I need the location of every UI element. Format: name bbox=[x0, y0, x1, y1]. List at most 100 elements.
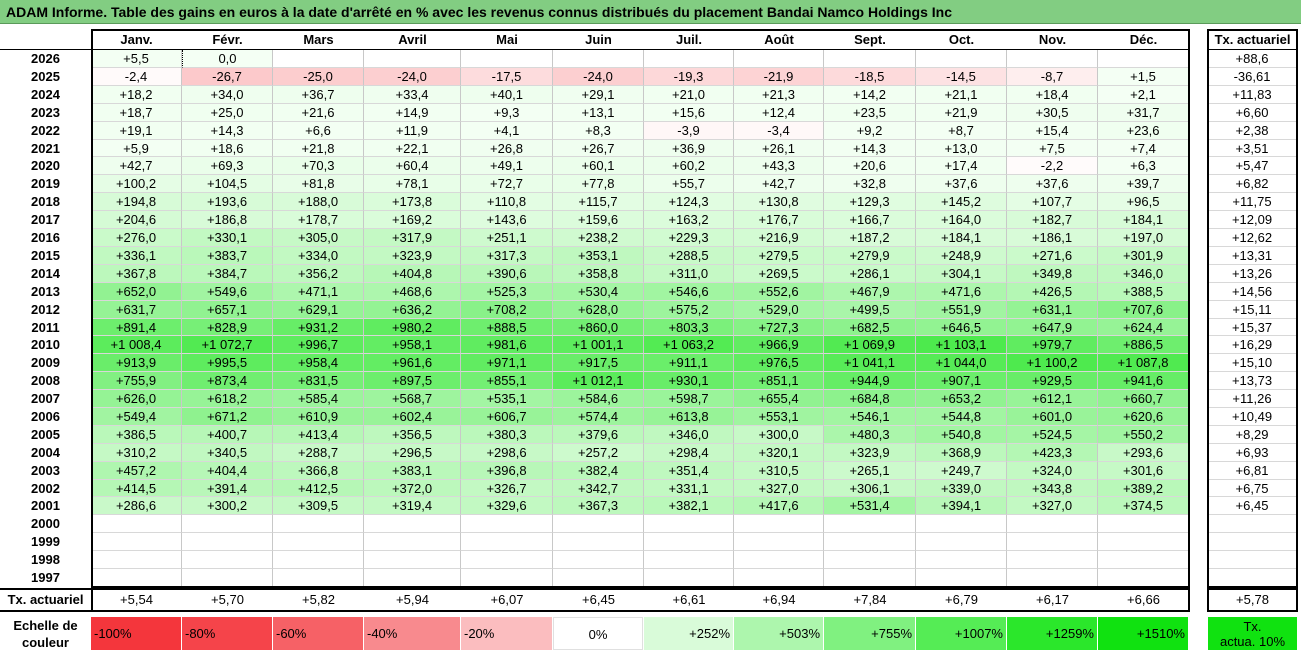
table-cell: +907,1 bbox=[916, 372, 1007, 390]
table-cell: +356,5 bbox=[364, 426, 461, 444]
table-cell bbox=[182, 533, 273, 551]
table-cell: +301,9 bbox=[1098, 247, 1189, 265]
table-cell: -24,0 bbox=[364, 68, 461, 86]
table-cell: +21,3 bbox=[734, 86, 824, 104]
table-cell: +36,9 bbox=[644, 140, 734, 157]
table-cell: +980,2 bbox=[364, 319, 461, 336]
legend-swatch: +503% bbox=[734, 617, 823, 650]
table-cell: +358,8 bbox=[553, 265, 644, 283]
table-cell: +349,8 bbox=[1007, 265, 1098, 283]
table-cell: +342,7 bbox=[553, 480, 644, 497]
table-cell: +384,7 bbox=[182, 265, 273, 283]
rate-cell: +15,37 bbox=[1208, 319, 1297, 336]
table-cell bbox=[364, 515, 461, 533]
table-cell: +296,5 bbox=[364, 444, 461, 462]
table-cell: +163,2 bbox=[644, 211, 734, 229]
table-cell: +42,7 bbox=[91, 157, 182, 175]
year-label: 2006 bbox=[31, 409, 60, 424]
table-cell: +265,1 bbox=[824, 462, 916, 480]
table-cell: +187,2 bbox=[824, 229, 916, 247]
table-cell: +620,6 bbox=[1098, 408, 1189, 426]
footer-cell: +5,54 bbox=[120, 592, 153, 607]
year-label: 1998 bbox=[31, 552, 60, 567]
table-cell: +755,9 bbox=[91, 372, 182, 390]
table-cell bbox=[461, 50, 553, 68]
table-cell: +327,0 bbox=[1007, 497, 1098, 515]
table-cell: +13,1 bbox=[553, 104, 644, 122]
table-cell: +414,5 bbox=[91, 480, 182, 497]
table-cell: +979,7 bbox=[1007, 336, 1098, 354]
table-cell bbox=[1007, 551, 1098, 569]
table-cell: +11,9 bbox=[364, 122, 461, 140]
table-cell: +467,9 bbox=[824, 283, 916, 301]
table-cell bbox=[1098, 533, 1189, 551]
rate-cell: +13,31 bbox=[1208, 247, 1297, 265]
legend-swatch: +1510% bbox=[1098, 617, 1188, 650]
footer-cell: +7,84 bbox=[853, 592, 887, 607]
table-cell: +606,7 bbox=[461, 408, 553, 426]
rate-cell: +6,93 bbox=[1208, 444, 1297, 462]
year-label: 2018 bbox=[31, 194, 60, 209]
rate-border bbox=[1296, 29, 1298, 587]
table-cell: +646,5 bbox=[916, 319, 1007, 336]
table-cell: +379,6 bbox=[553, 426, 644, 444]
table-cell: +60,2 bbox=[644, 157, 734, 175]
rate-cell: +13,73 bbox=[1208, 372, 1297, 390]
rate-cell: +6,81 bbox=[1208, 462, 1297, 480]
table-cell: +248,9 bbox=[916, 247, 1007, 265]
table-cell: +340,5 bbox=[182, 444, 273, 462]
table-cell: +298,6 bbox=[461, 444, 553, 462]
legend-swatch: -80% bbox=[182, 617, 272, 650]
table-cell bbox=[1007, 569, 1098, 587]
table-cell: +13,0 bbox=[916, 140, 1007, 157]
table-cell: +173,8 bbox=[364, 193, 461, 211]
table-cell: +1 100,2 bbox=[1007, 354, 1098, 372]
table-cell bbox=[824, 551, 916, 569]
table-cell: +549,4 bbox=[91, 408, 182, 426]
year-label: 2003 bbox=[31, 463, 60, 478]
table-cell: +310,5 bbox=[734, 462, 824, 480]
table-cell: +317,9 bbox=[364, 229, 461, 247]
table-cell bbox=[461, 533, 553, 551]
legend-swatch: -20% bbox=[461, 617, 552, 650]
table-cell: +216,9 bbox=[734, 229, 824, 247]
table-cell: +530,4 bbox=[553, 283, 644, 301]
legend-swatch: -60% bbox=[273, 617, 363, 650]
table-cell: +331,1 bbox=[644, 480, 734, 497]
table-cell: +60,1 bbox=[553, 157, 644, 175]
table-cell: +855,1 bbox=[461, 372, 553, 390]
table-cell: +145,2 bbox=[916, 193, 1007, 211]
table-cell: -18,5 bbox=[824, 68, 916, 86]
table-cell: +317,3 bbox=[461, 247, 553, 265]
legend-swatch: +1259% bbox=[1007, 617, 1097, 650]
rate-cell: +5,47 bbox=[1208, 157, 1297, 175]
month-header: Nov. bbox=[1038, 32, 1067, 47]
table-cell: +26,1 bbox=[734, 140, 824, 157]
table-cell: +288,5 bbox=[644, 247, 734, 265]
table-cell: +311,0 bbox=[644, 265, 734, 283]
table-cell: +186,1 bbox=[1007, 229, 1098, 247]
year-label: 2015 bbox=[31, 248, 60, 263]
table-cell: +257,2 bbox=[553, 444, 644, 462]
table-cell: +612,1 bbox=[1007, 390, 1098, 408]
month-header: Déc. bbox=[1129, 32, 1158, 47]
table-cell bbox=[364, 533, 461, 551]
page-title: ADAM Informe. Table des gains en euros à… bbox=[0, 0, 1301, 24]
table-cell: +36,7 bbox=[273, 86, 364, 104]
table-cell bbox=[182, 569, 273, 587]
table-cell: +14,3 bbox=[182, 122, 273, 140]
table-cell: +995,5 bbox=[182, 354, 273, 372]
table-cell: +368,9 bbox=[916, 444, 1007, 462]
table-cell: +15,4 bbox=[1007, 122, 1098, 140]
table-cell: +803,3 bbox=[644, 319, 734, 336]
table-cell: +480,3 bbox=[824, 426, 916, 444]
table-cell bbox=[916, 569, 1007, 587]
table-cell bbox=[553, 569, 644, 587]
table-cell: +626,0 bbox=[91, 390, 182, 408]
month-header: Juil. bbox=[675, 32, 702, 47]
rate-cell: +6,75 bbox=[1208, 480, 1297, 497]
legend-rate-swatch: Tx. actua. 10% bbox=[1208, 617, 1297, 650]
rate-cell bbox=[1208, 515, 1297, 533]
table-cell: +574,4 bbox=[553, 408, 644, 426]
table-cell bbox=[734, 50, 824, 68]
